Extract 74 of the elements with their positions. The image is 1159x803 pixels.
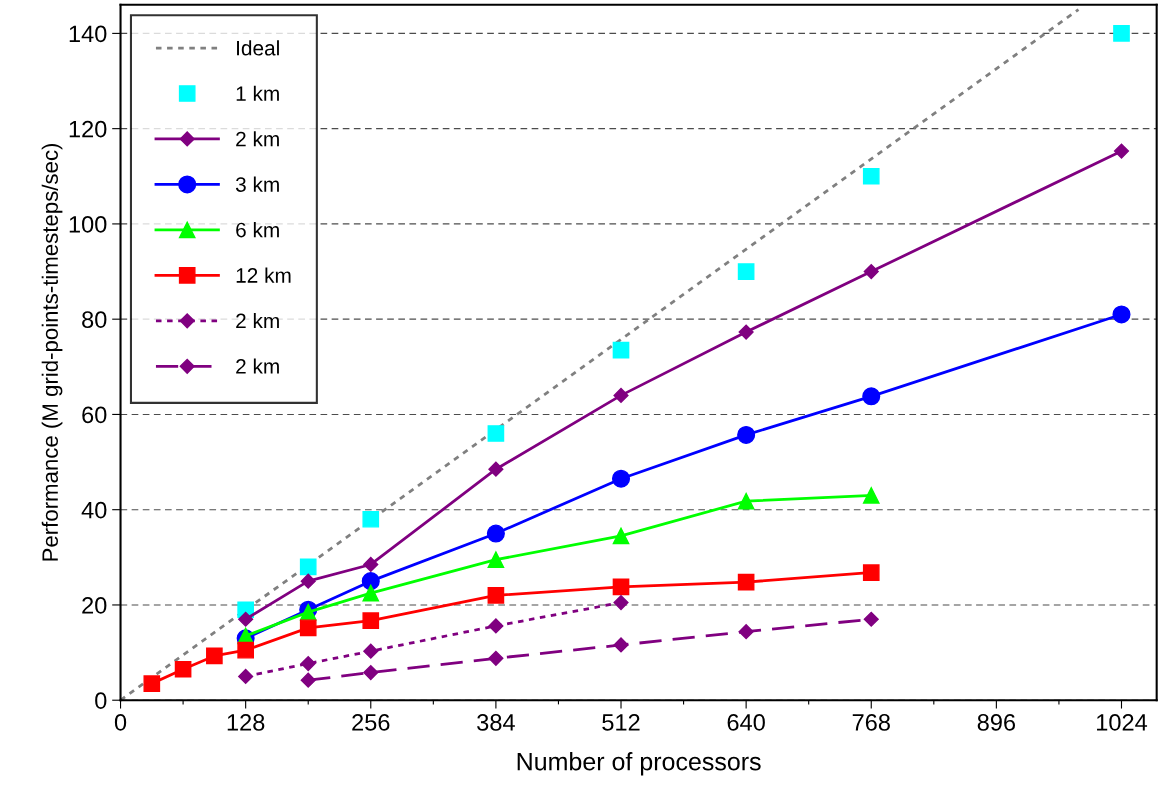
point [362, 510, 380, 528]
point [611, 469, 631, 488]
x-tick-label: 384 [477, 714, 515, 731]
y-tick-label: 40 [81, 501, 107, 519]
point [362, 612, 380, 630]
point [862, 387, 881, 406]
y-tick-label: 0 [95, 692, 107, 709]
point [488, 618, 504, 634]
point [863, 611, 879, 627]
point [206, 647, 223, 665]
point [737, 573, 755, 591]
x-tick-label: 896 [977, 714, 1016, 731]
y-tick-label: 20 [82, 597, 107, 614]
point [488, 650, 504, 666]
point [612, 527, 630, 545]
point [1113, 25, 1130, 42]
legend-label: 2 km [236, 358, 279, 374]
legend-label: Ideal [237, 40, 279, 56]
point [737, 263, 755, 280]
y-tick-label: 120 [69, 120, 107, 138]
x-tick-label: 0 [114, 714, 127, 731]
point [238, 668, 254, 684]
legend-label: 2 km [236, 313, 279, 329]
legend-label: 12 km [236, 267, 291, 283]
point [299, 619, 317, 637]
point [1112, 305, 1131, 324]
point [613, 637, 629, 653]
point [863, 263, 879, 280]
point [612, 578, 630, 596]
point [1113, 143, 1130, 159]
point [737, 425, 756, 444]
point [143, 675, 161, 692]
point [488, 461, 504, 477]
point [613, 387, 629, 403]
y-tick-label: 80 [82, 311, 107, 328]
point [862, 167, 880, 185]
y-axis-title: Performance (M grid-points-timesteps/sec) [41, 143, 63, 561]
legend-label: 1 km [236, 85, 279, 101]
point [238, 611, 254, 627]
point [300, 655, 316, 672]
point [613, 595, 629, 611]
point [487, 551, 505, 569]
point [363, 643, 379, 659]
point [487, 425, 505, 442]
x-tick-label: 256 [352, 714, 390, 731]
legend-label: 3 km [235, 176, 279, 192]
point [738, 324, 754, 340]
point [237, 641, 254, 659]
point [363, 665, 379, 681]
point [363, 556, 379, 573]
point [862, 487, 880, 504]
point [486, 524, 505, 543]
x-tick-label: 1024 [1097, 714, 1148, 731]
point [300, 672, 316, 688]
point [737, 492, 755, 510]
point [300, 573, 316, 589]
point [362, 584, 380, 602]
y-tick-label: 60 [82, 406, 107, 424]
y-tick-label: 100 [69, 215, 107, 233]
x-tick-label: 640 [727, 714, 765, 731]
legend-label: 2 km [236, 131, 279, 147]
y-tick-label: 140 [69, 25, 107, 43]
x-tick-label: 128 [227, 714, 265, 731]
point [299, 558, 317, 576]
point [862, 564, 880, 581]
x-axis-title: Number of processors [517, 752, 761, 776]
point [738, 624, 754, 640]
x-tick-label: 512 [602, 714, 640, 731]
point [487, 587, 505, 604]
legend-label: 6 km [236, 222, 279, 238]
point [174, 660, 192, 678]
x-tick-label: 768 [852, 714, 890, 731]
point [361, 572, 380, 591]
point [612, 341, 630, 359]
